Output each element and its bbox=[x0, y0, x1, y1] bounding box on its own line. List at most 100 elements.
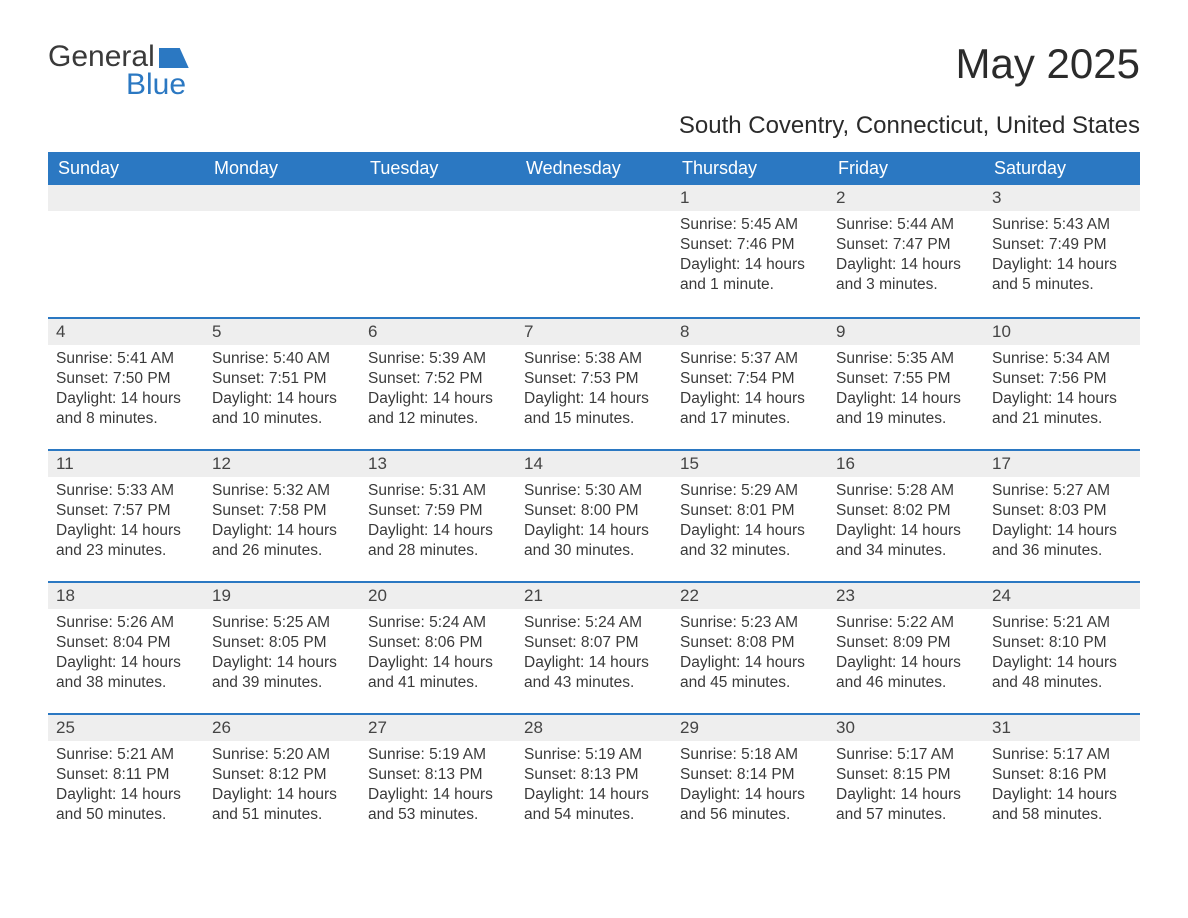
day-details: Sunrise: 5:29 AMSunset: 8:01 PMDaylight:… bbox=[672, 477, 828, 564]
day-sunset: Sunset: 7:54 PM bbox=[680, 369, 820, 389]
day-day1: Daylight: 14 hours bbox=[680, 389, 820, 409]
day-number: 6 bbox=[360, 317, 516, 345]
day-details: Sunrise: 5:19 AMSunset: 8:13 PMDaylight:… bbox=[516, 741, 672, 828]
day-sunrise: Sunrise: 5:22 AM bbox=[836, 613, 976, 633]
day-sunset: Sunset: 8:16 PM bbox=[992, 765, 1132, 785]
calendar-cell: 28Sunrise: 5:19 AMSunset: 8:13 PMDayligh… bbox=[516, 713, 672, 845]
day-number: 18 bbox=[48, 581, 204, 609]
day-sunrise: Sunrise: 5:32 AM bbox=[212, 481, 352, 501]
day-number: 7 bbox=[516, 317, 672, 345]
logo-text-blue: Blue bbox=[126, 68, 186, 102]
day-sunrise: Sunrise: 5:24 AM bbox=[368, 613, 508, 633]
day-day1: Daylight: 14 hours bbox=[680, 653, 820, 673]
day-sunset: Sunset: 7:51 PM bbox=[212, 369, 352, 389]
calendar-cell: 21Sunrise: 5:24 AMSunset: 8:07 PMDayligh… bbox=[516, 581, 672, 713]
day-day1: Daylight: 14 hours bbox=[836, 255, 976, 275]
day-sunrise: Sunrise: 5:29 AM bbox=[680, 481, 820, 501]
day-details: Sunrise: 5:28 AMSunset: 8:02 PMDaylight:… bbox=[828, 477, 984, 564]
day-day1: Daylight: 14 hours bbox=[56, 785, 196, 805]
day-sunset: Sunset: 7:59 PM bbox=[368, 501, 508, 521]
day-details: Sunrise: 5:34 AMSunset: 7:56 PMDaylight:… bbox=[984, 345, 1140, 432]
day-details: Sunrise: 5:21 AMSunset: 8:11 PMDaylight:… bbox=[48, 741, 204, 828]
day-number: 9 bbox=[828, 317, 984, 345]
day-number: 25 bbox=[48, 713, 204, 741]
day-day2: and 43 minutes. bbox=[524, 673, 664, 693]
day-number: 17 bbox=[984, 449, 1140, 477]
day-sunset: Sunset: 8:08 PM bbox=[680, 633, 820, 653]
day-sunrise: Sunrise: 5:31 AM bbox=[368, 481, 508, 501]
day-sunset: Sunset: 8:14 PM bbox=[680, 765, 820, 785]
calendar-cell: 11Sunrise: 5:33 AMSunset: 7:57 PMDayligh… bbox=[48, 449, 204, 581]
day-sunrise: Sunrise: 5:17 AM bbox=[992, 745, 1132, 765]
page-title: May 2025 bbox=[956, 40, 1140, 88]
day-sunset: Sunset: 8:13 PM bbox=[524, 765, 664, 785]
day-sunset: Sunset: 8:12 PM bbox=[212, 765, 352, 785]
day-details: Sunrise: 5:24 AMSunset: 8:06 PMDaylight:… bbox=[360, 609, 516, 696]
day-number: 12 bbox=[204, 449, 360, 477]
day-day1: Daylight: 14 hours bbox=[368, 521, 508, 541]
day-sunrise: Sunrise: 5:39 AM bbox=[368, 349, 508, 369]
day-day1: Daylight: 14 hours bbox=[212, 653, 352, 673]
day-day2: and 54 minutes. bbox=[524, 805, 664, 825]
day-day1: Daylight: 14 hours bbox=[836, 653, 976, 673]
calendar-body: 1Sunrise: 5:45 AMSunset: 7:46 PMDaylight… bbox=[48, 185, 1140, 845]
day-details: Sunrise: 5:45 AMSunset: 7:46 PMDaylight:… bbox=[672, 211, 828, 298]
day-number: 2 bbox=[828, 185, 984, 211]
day-day1: Daylight: 14 hours bbox=[368, 785, 508, 805]
calendar-week: 11Sunrise: 5:33 AMSunset: 7:57 PMDayligh… bbox=[48, 449, 1140, 581]
day-number: 8 bbox=[672, 317, 828, 345]
day-number: 21 bbox=[516, 581, 672, 609]
day-day2: and 26 minutes. bbox=[212, 541, 352, 561]
day-sunrise: Sunrise: 5:35 AM bbox=[836, 349, 976, 369]
day-day1: Daylight: 14 hours bbox=[836, 389, 976, 409]
day-day2: and 1 minute. bbox=[680, 275, 820, 295]
day-day2: and 5 minutes. bbox=[992, 275, 1132, 295]
calendar-cell: 19Sunrise: 5:25 AMSunset: 8:05 PMDayligh… bbox=[204, 581, 360, 713]
day-day2: and 58 minutes. bbox=[992, 805, 1132, 825]
day-header: Thursday bbox=[672, 152, 828, 185]
calendar-cell: 16Sunrise: 5:28 AMSunset: 8:02 PMDayligh… bbox=[828, 449, 984, 581]
day-day1: Daylight: 14 hours bbox=[368, 653, 508, 673]
day-sunrise: Sunrise: 5:17 AM bbox=[836, 745, 976, 765]
calendar-cell: 8 Sunrise: 5:37 AMSunset: 7:54 PMDaylight… bbox=[672, 317, 828, 449]
day-header: Sunday bbox=[48, 152, 204, 185]
calendar-cell bbox=[360, 185, 516, 317]
day-details: Sunrise: 5:43 AMSunset: 7:49 PMDaylight:… bbox=[984, 211, 1140, 298]
calendar-cell bbox=[48, 185, 204, 317]
day-day1: Daylight: 14 hours bbox=[56, 653, 196, 673]
day-number: 27 bbox=[360, 713, 516, 741]
calendar-cell: 25Sunrise: 5:21 AMSunset: 8:11 PMDayligh… bbox=[48, 713, 204, 845]
day-day1: Daylight: 14 hours bbox=[992, 785, 1132, 805]
day-number: 28 bbox=[516, 713, 672, 741]
day-details: Sunrise: 5:41 AMSunset: 7:50 PMDaylight:… bbox=[48, 345, 204, 432]
day-sunrise: Sunrise: 5:21 AM bbox=[56, 745, 196, 765]
day-day2: and 50 minutes. bbox=[56, 805, 196, 825]
day-day2: and 8 minutes. bbox=[56, 409, 196, 429]
day-day1: Daylight: 14 hours bbox=[836, 521, 976, 541]
day-number: 19 bbox=[204, 581, 360, 609]
day-header: Friday bbox=[828, 152, 984, 185]
day-header: Tuesday bbox=[360, 152, 516, 185]
day-day2: and 57 minutes. bbox=[836, 805, 976, 825]
day-sunset: Sunset: 8:09 PM bbox=[836, 633, 976, 653]
calendar-week: 18Sunrise: 5:26 AMSunset: 8:04 PMDayligh… bbox=[48, 581, 1140, 713]
day-sunset: Sunset: 7:52 PM bbox=[368, 369, 508, 389]
day-number: 22 bbox=[672, 581, 828, 609]
day-day2: and 19 minutes. bbox=[836, 409, 976, 429]
calendar-cell: 3Sunrise: 5:43 AMSunset: 7:49 PMDaylight… bbox=[984, 185, 1140, 317]
calendar-week: 1Sunrise: 5:45 AMSunset: 7:46 PMDaylight… bbox=[48, 185, 1140, 317]
day-number: 29 bbox=[672, 713, 828, 741]
day-details: Sunrise: 5:17 AMSunset: 8:16 PMDaylight:… bbox=[984, 741, 1140, 828]
day-sunrise: Sunrise: 5:27 AM bbox=[992, 481, 1132, 501]
day-day2: and 10 minutes. bbox=[212, 409, 352, 429]
calendar-cell bbox=[516, 185, 672, 317]
day-sunset: Sunset: 7:58 PM bbox=[212, 501, 352, 521]
calendar-cell: 23Sunrise: 5:22 AMSunset: 8:09 PMDayligh… bbox=[828, 581, 984, 713]
calendar-cell: 14Sunrise: 5:30 AMSunset: 8:00 PMDayligh… bbox=[516, 449, 672, 581]
day-day1: Daylight: 14 hours bbox=[524, 521, 664, 541]
calendar-cell: 7Sunrise: 5:38 AMSunset: 7:53 PMDaylight… bbox=[516, 317, 672, 449]
day-number: 16 bbox=[828, 449, 984, 477]
day-day1: Daylight: 14 hours bbox=[524, 653, 664, 673]
day-sunrise: Sunrise: 5:41 AM bbox=[56, 349, 196, 369]
day-sunrise: Sunrise: 5:37 AM bbox=[680, 349, 820, 369]
